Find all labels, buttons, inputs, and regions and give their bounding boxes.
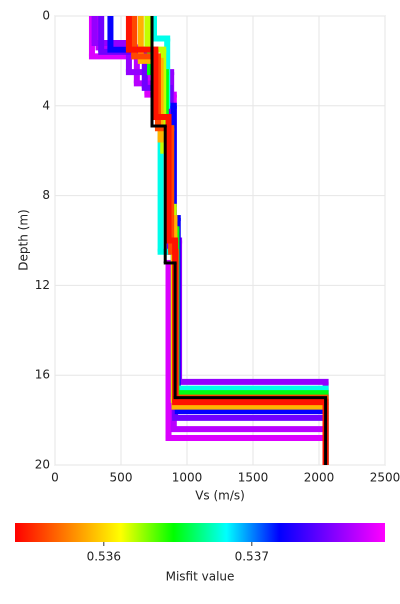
x-tick-label: 500	[110, 471, 133, 485]
y-axis-title: Depth (m)	[17, 209, 31, 270]
colorbar-tick-label: 0.537	[235, 550, 269, 564]
y-tick-label: 0	[42, 9, 50, 23]
x-tick-label: 2500	[370, 471, 400, 485]
x-tick-label: 2000	[304, 471, 335, 485]
y-tick-label: 20	[35, 458, 50, 472]
colorbar-tick-label: 0.536	[87, 550, 121, 564]
y-tick-label: 12	[35, 278, 50, 292]
x-tick-label: 1500	[238, 471, 269, 485]
colorbar-title: Misfit value	[166, 570, 235, 584]
x-tick-label: 0	[51, 471, 59, 485]
y-tick-label: 4	[42, 98, 50, 112]
y-tick-label: 8	[42, 188, 50, 202]
y-tick-label: 16	[35, 368, 50, 382]
colorbar	[15, 523, 385, 542]
profile	[150, 16, 328, 465]
x-tick-label: 1000	[172, 471, 203, 485]
x-axis-title: Vs (m/s)	[195, 489, 245, 503]
